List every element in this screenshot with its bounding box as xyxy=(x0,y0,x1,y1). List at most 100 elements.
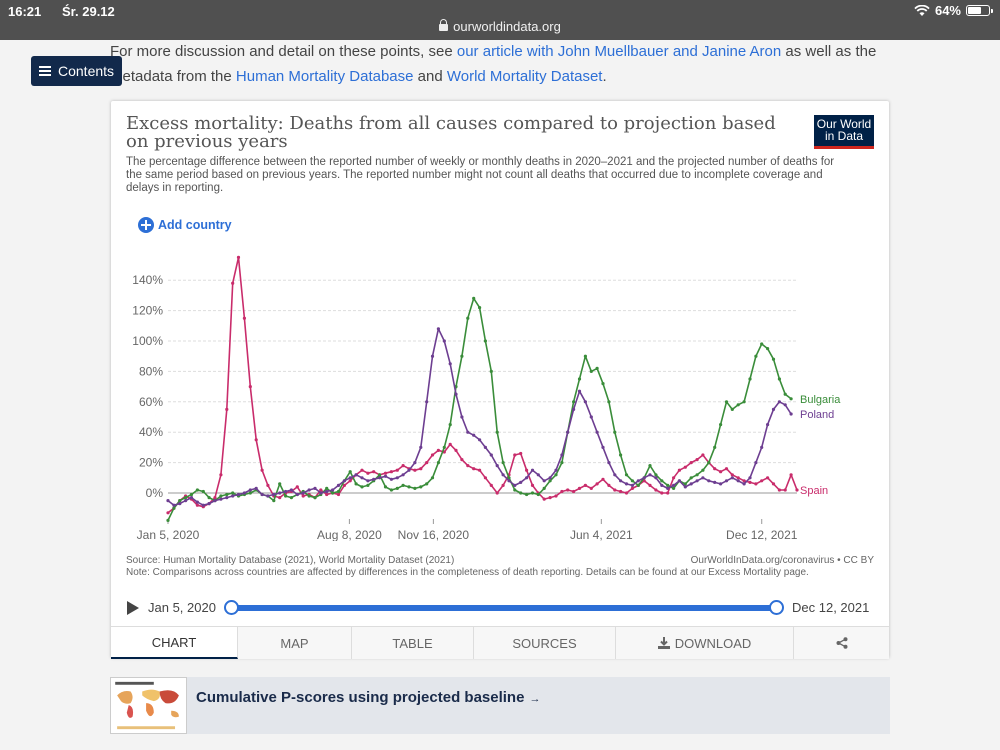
data-point-poland xyxy=(589,415,593,419)
data-point-poland xyxy=(348,476,352,480)
data-point-bulgaria xyxy=(613,430,617,434)
data-point-poland xyxy=(577,389,582,393)
line-chart: 0% 20% 40% 60% 80% 100% 120% 140% Jan 5, 2020 Aug… xyxy=(132,255,841,541)
data-point-spain xyxy=(342,483,346,487)
data-point-poland xyxy=(248,488,252,492)
data-point-poland xyxy=(366,479,370,483)
data-point-spain xyxy=(295,485,299,489)
data-point-spain xyxy=(454,448,458,452)
data-point-spain xyxy=(372,470,376,474)
wmd-link[interactable]: World Mortality Dataset xyxy=(446,68,603,85)
data-point-spain xyxy=(366,471,370,475)
data-point-bulgaria xyxy=(284,494,288,498)
data-point-poland xyxy=(166,499,170,503)
battery-icon xyxy=(966,5,993,16)
data-point-bulgaria xyxy=(666,483,670,487)
tab-sources[interactable]: SOURCES xyxy=(474,627,616,659)
data-point-poland xyxy=(254,486,258,490)
data-point-poland xyxy=(213,499,217,503)
data-point-bulgaria xyxy=(560,461,564,465)
data-point-poland xyxy=(501,473,505,477)
data-point-poland xyxy=(425,400,429,404)
x-tick-label: Aug 8, 2020 xyxy=(317,528,382,541)
article-link[interactable]: our article with John Muellbauer and Jan… xyxy=(456,43,782,60)
data-point-bulgaria xyxy=(577,377,582,381)
data-point-poland xyxy=(278,491,282,495)
data-point-bulgaria xyxy=(231,491,235,495)
data-point-bulgaria xyxy=(166,518,170,522)
data-point-poland xyxy=(660,483,664,487)
timeline-end-label: Dec 12, 2021 xyxy=(792,600,870,615)
data-point-bulgaria xyxy=(736,403,740,407)
data-point-poland xyxy=(666,486,670,490)
timeline-end-handle[interactable] xyxy=(769,600,784,615)
data-point-bulgaria xyxy=(595,366,599,370)
data-point-spain xyxy=(577,486,582,490)
data-point-bulgaria xyxy=(689,476,693,480)
data-point-bulgaria xyxy=(383,485,388,489)
data-point-poland xyxy=(225,496,229,500)
data-point-poland xyxy=(407,468,411,472)
address-bar[interactable]: ourworldindata.org xyxy=(0,19,1000,34)
data-point-poland xyxy=(236,492,241,497)
related-chart-link[interactable]: Cumulative P-scores using projected base… xyxy=(110,677,890,734)
y-tick-label: 120% xyxy=(132,304,163,318)
tab-table[interactable]: TABLE xyxy=(352,627,474,659)
plus-circle-icon xyxy=(138,217,154,233)
data-point-spain xyxy=(689,461,693,465)
data-point-bulgaria xyxy=(719,423,723,427)
tab-chart[interactable]: CHART xyxy=(111,627,238,659)
add-country-button[interactable]: Add country xyxy=(138,217,232,233)
play-icon[interactable] xyxy=(127,601,139,615)
owid-logo[interactable]: Our World in Data xyxy=(814,115,874,149)
hmd-link[interactable]: Human Mortality Database xyxy=(235,68,414,85)
tab-map[interactable]: MAP xyxy=(238,627,352,659)
lock-icon xyxy=(439,19,449,31)
data-point-bulgaria xyxy=(542,486,546,490)
legend-label-bulgaria: Bulgaria xyxy=(800,394,841,406)
world-map-thumbnail xyxy=(110,677,187,734)
data-point-spain xyxy=(566,488,570,492)
data-point-poland xyxy=(448,362,452,366)
chart-source-link[interactable]: OurWorldInData.org/coronavirus • CC BY xyxy=(690,555,874,566)
data-point-spain xyxy=(448,442,452,446)
data-point-bulgaria xyxy=(472,296,476,300)
logo-line1: Our World xyxy=(816,117,872,131)
download-icon xyxy=(657,637,670,649)
data-point-spain xyxy=(672,476,676,480)
data-point-poland xyxy=(677,479,682,483)
data-point-poland xyxy=(260,492,264,497)
data-point-bulgaria xyxy=(630,479,635,483)
timeline-start-handle[interactable] xyxy=(224,600,239,615)
data-point-poland xyxy=(642,476,646,480)
data-point-poland xyxy=(495,464,499,468)
timeline-track[interactable] xyxy=(231,605,776,611)
data-point-poland xyxy=(624,482,629,486)
data-point-poland xyxy=(536,473,540,477)
data-point-poland xyxy=(719,482,723,486)
data-point-poland xyxy=(454,392,458,396)
chart-source: Source: Human Mortality Database (2021),… xyxy=(126,555,455,566)
data-point-poland xyxy=(472,433,476,437)
share-button[interactable] xyxy=(794,627,889,659)
tab-download[interactable]: DOWNLOAD xyxy=(616,627,794,659)
data-point-poland xyxy=(295,492,299,497)
data-point-bulgaria xyxy=(713,445,717,449)
data-point-poland xyxy=(742,482,746,486)
data-point-spain xyxy=(236,255,241,259)
data-point-poland xyxy=(360,476,364,480)
data-point-spain xyxy=(748,480,752,484)
data-point-bulgaria xyxy=(683,482,687,486)
data-point-poland xyxy=(242,491,246,495)
related-title: Cumulative P-scores using projected base… xyxy=(196,689,540,706)
data-point-spain xyxy=(554,494,558,498)
chart-subtitle: The percentage difference between the re… xyxy=(126,156,835,194)
series-line-poland xyxy=(167,328,792,507)
data-point-bulgaria xyxy=(272,499,276,503)
contents-button[interactable]: Contents xyxy=(31,56,122,86)
data-point-bulgaria xyxy=(378,473,382,477)
data-point-bulgaria xyxy=(278,482,282,486)
data-point-poland xyxy=(789,412,793,416)
data-point-spain xyxy=(419,467,423,471)
data-point-bulgaria xyxy=(748,377,752,381)
